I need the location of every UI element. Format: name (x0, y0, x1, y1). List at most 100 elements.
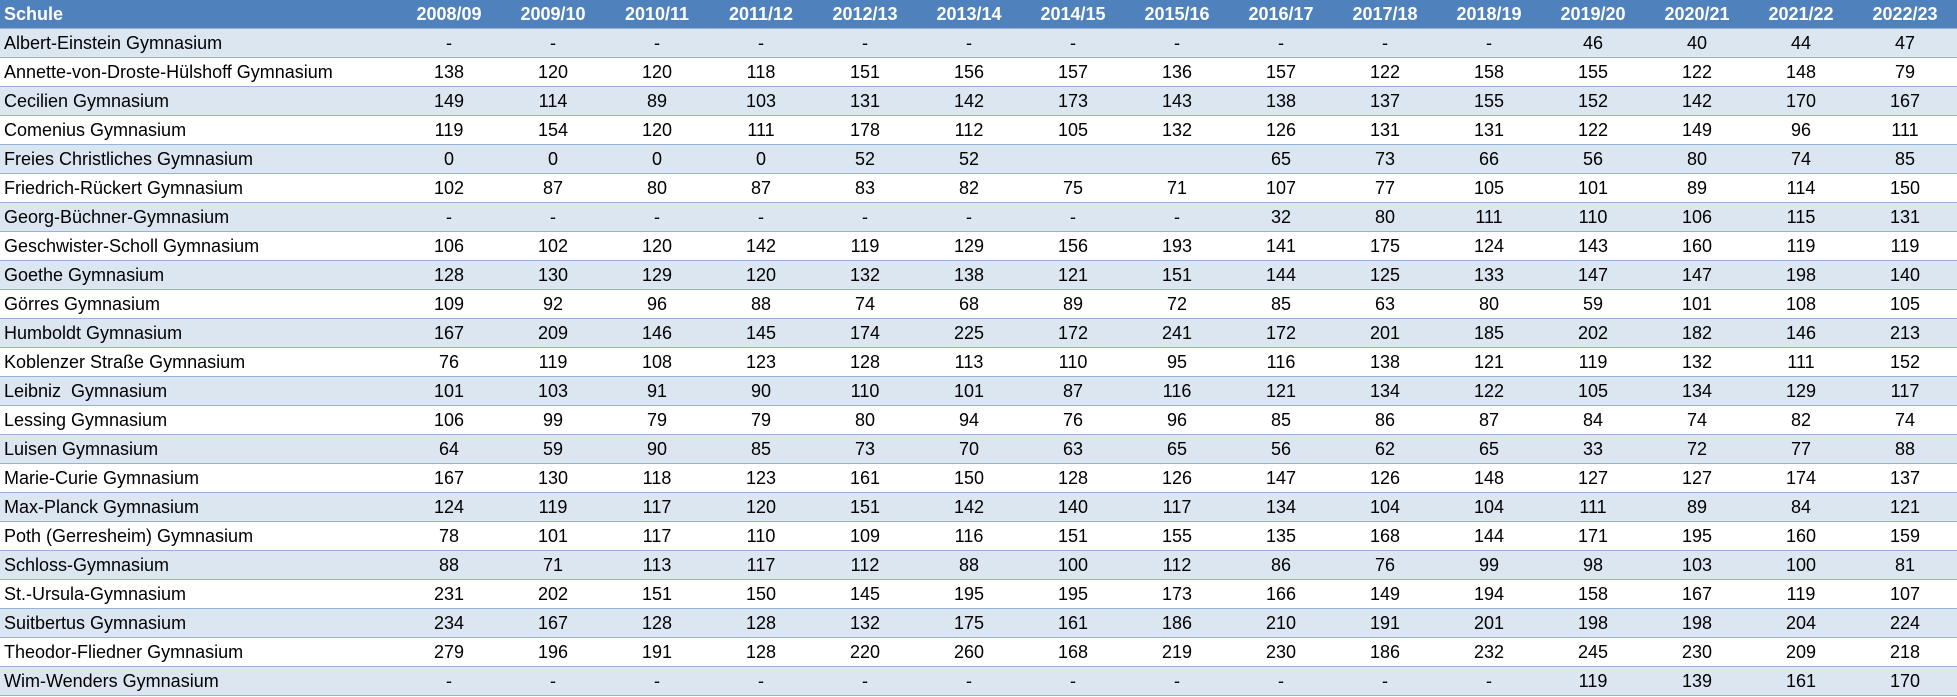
cell: 88 (397, 550, 501, 580)
cell: 196 (501, 637, 605, 667)
cell: 87 (709, 173, 813, 203)
cell: 79 (1853, 57, 1957, 87)
school-name: Marie-Curie Gymnasium (0, 463, 397, 493)
cell: 114 (501, 86, 605, 116)
cell: 204 (1749, 608, 1853, 638)
cell: 138 (917, 260, 1021, 290)
cell: 88 (709, 289, 813, 319)
cell: 157 (1021, 57, 1125, 87)
school-name: Annette-von-Droste-Hülshoff Gymnasium (0, 57, 397, 87)
cell: 124 (1437, 231, 1541, 261)
cell: 66 (1437, 144, 1541, 174)
cell: 80 (605, 173, 709, 203)
cell: 119 (501, 492, 605, 522)
cell: 137 (1853, 463, 1957, 493)
cell: 88 (917, 550, 1021, 580)
header-cell: 2019/20 (1541, 0, 1645, 29)
cell: 142 (917, 492, 1021, 522)
cell: 202 (501, 579, 605, 609)
cell: 150 (1853, 173, 1957, 203)
table-row: Theodor-Fliedner Gymnasium 279 196 191 128 22… (0, 637, 1957, 667)
cell: 122 (1333, 57, 1437, 87)
cell: 124 (397, 492, 501, 522)
cell: 110 (813, 376, 917, 406)
cell: 74 (1853, 405, 1957, 435)
cell: 96 (1749, 115, 1853, 145)
cell: 56 (1229, 434, 1333, 464)
cell: 74 (813, 289, 917, 319)
cell: 156 (917, 57, 1021, 87)
cell: 150 (917, 463, 1021, 493)
cell: 121 (1021, 260, 1125, 290)
cell: 100 (1021, 550, 1125, 580)
cell: 127 (1541, 463, 1645, 493)
cell: 122 (1437, 376, 1541, 406)
cell: 119 (1853, 231, 1957, 261)
cell: 147 (1645, 260, 1749, 290)
cell: 101 (1541, 173, 1645, 203)
cell: 119 (1749, 231, 1853, 261)
cell: 98 (1541, 550, 1645, 580)
cell: - (1021, 28, 1125, 58)
cell: 160 (1645, 231, 1749, 261)
cell: 156 (1021, 231, 1125, 261)
cell: 128 (605, 608, 709, 638)
cell: 149 (397, 86, 501, 116)
school-name: St.-Ursula-Gymnasium (0, 579, 397, 609)
cell: 186 (1125, 608, 1229, 638)
cell: 132 (1645, 347, 1749, 377)
school-name: Humboldt Gymnasium (0, 318, 397, 348)
cell: 118 (709, 57, 813, 87)
cell: 119 (397, 115, 501, 145)
cell: 106 (397, 405, 501, 435)
cell: 151 (605, 579, 709, 609)
cell: - (709, 666, 813, 696)
cell: - (1229, 28, 1333, 58)
school-name: Freies Christliches Gymnasium (0, 144, 397, 174)
cell: 0 (501, 144, 605, 174)
cell: - (1125, 202, 1229, 232)
cell: 117 (1125, 492, 1229, 522)
cell: 137 (1333, 86, 1437, 116)
cell: 209 (501, 318, 605, 348)
cell: - (917, 28, 1021, 58)
cell: 85 (709, 434, 813, 464)
cell: 107 (1853, 579, 1957, 609)
school-name: Friedrich-Rückert Gymnasium (0, 173, 397, 203)
cell: 128 (709, 608, 813, 638)
cell: 131 (1853, 202, 1957, 232)
cell: 167 (501, 608, 605, 638)
cell: 106 (1645, 202, 1749, 232)
table-row: Geschwister-Scholl Gymnasium 106 102 120 142… (0, 231, 1957, 261)
cell: 134 (1333, 376, 1437, 406)
cell: 32 (1229, 202, 1333, 232)
cell: 138 (1333, 347, 1437, 377)
table-row: Humboldt Gymnasium 167 209 146 145 174 225 172 2… (0, 318, 1957, 348)
cell: 52 (813, 144, 917, 174)
cell: 59 (501, 434, 605, 464)
school-name: Geschwister-Scholl Gymnasium (0, 231, 397, 261)
cell: 95 (1125, 347, 1229, 377)
cell: 154 (501, 115, 605, 145)
cell: 173 (1021, 86, 1125, 116)
cell: 119 (813, 231, 917, 261)
cell: 0 (397, 144, 501, 174)
cell: 56 (1541, 144, 1645, 174)
cell: 138 (1229, 86, 1333, 116)
cell: 88 (1853, 434, 1957, 464)
cell: 118 (605, 463, 709, 493)
cell: 128 (813, 347, 917, 377)
cell: - (605, 666, 709, 696)
cell: 89 (1021, 289, 1125, 319)
cell: 109 (813, 521, 917, 551)
cell: 65 (1229, 144, 1333, 174)
cell: 72 (1645, 434, 1749, 464)
cell: 232 (1437, 637, 1541, 667)
cell: 103 (501, 376, 605, 406)
cell: 116 (1229, 347, 1333, 377)
cell: 76 (1021, 405, 1125, 435)
cell: 133 (1437, 260, 1541, 290)
cell: 89 (1645, 173, 1749, 203)
cell: 146 (605, 318, 709, 348)
cell: 100 (1749, 550, 1853, 580)
